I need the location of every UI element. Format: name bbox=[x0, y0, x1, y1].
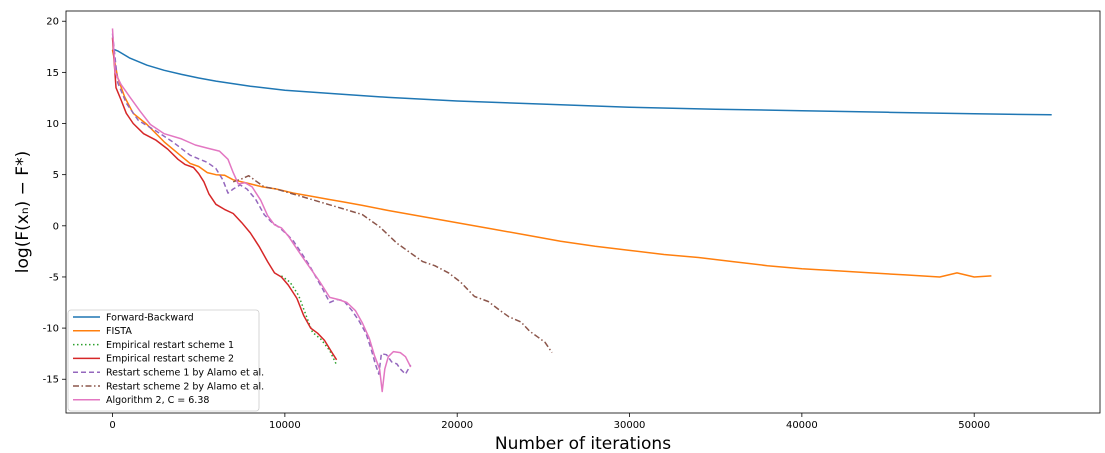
x-tick-label: 0 bbox=[109, 420, 115, 431]
legend-box bbox=[67, 309, 260, 412]
series-line-7 bbox=[111, 28, 412, 393]
series-line-5 bbox=[111, 33, 412, 375]
x-tick-label: 40000 bbox=[786, 420, 818, 431]
series-lines bbox=[111, 28, 1052, 393]
y-axis-label: log(F(xₙ) − F*) bbox=[13, 151, 33, 273]
y-tick-label: -10 bbox=[43, 324, 59, 335]
series-line-1 bbox=[112, 48, 1052, 116]
y-tick-label: 5 bbox=[53, 170, 59, 181]
y-axis-ticks: 20 15 10 5 0 -5 -10 -15 bbox=[43, 17, 66, 386]
x-tick-label: 30000 bbox=[614, 420, 646, 431]
x-axis-label: Number of iterations bbox=[495, 434, 671, 453]
legend-label-1: Forward-Backward bbox=[106, 312, 194, 323]
legend-label-4: Empirical restart scheme 2 bbox=[106, 354, 234, 365]
x-tick-label: 10000 bbox=[269, 420, 301, 431]
y-tick-label: 0 bbox=[53, 221, 59, 232]
legend-label-7: Algorithm 2, C = 6.38 bbox=[106, 395, 209, 406]
x-tick-label: 50000 bbox=[958, 420, 990, 431]
y-tick-label: -15 bbox=[43, 375, 59, 386]
series-line-2 bbox=[111, 49, 992, 278]
legend-label-5: Restart scheme 1 by Alamo et al. bbox=[106, 368, 264, 379]
series-line-3 bbox=[280, 275, 338, 366]
series-line-6 bbox=[232, 174, 553, 354]
y-tick-label: 20 bbox=[46, 17, 59, 28]
x-tick-label: 20000 bbox=[441, 420, 473, 431]
y-tick-label: -5 bbox=[49, 272, 59, 283]
legend-label-3: Empirical restart scheme 1 bbox=[106, 340, 234, 351]
y-tick-label: 10 bbox=[46, 119, 59, 130]
legend-label-6: Restart scheme 2 by Alamo et al. bbox=[106, 381, 264, 392]
legend: Forward-Backward FISTA Empirical restart s… bbox=[67, 309, 264, 412]
series-line-4 bbox=[111, 37, 338, 361]
x-axis-ticks: 0 10000 20000 30000 40000 50000 bbox=[109, 413, 990, 431]
y-tick-label: 15 bbox=[46, 68, 59, 79]
legend-label-2: FISTA bbox=[106, 326, 132, 337]
